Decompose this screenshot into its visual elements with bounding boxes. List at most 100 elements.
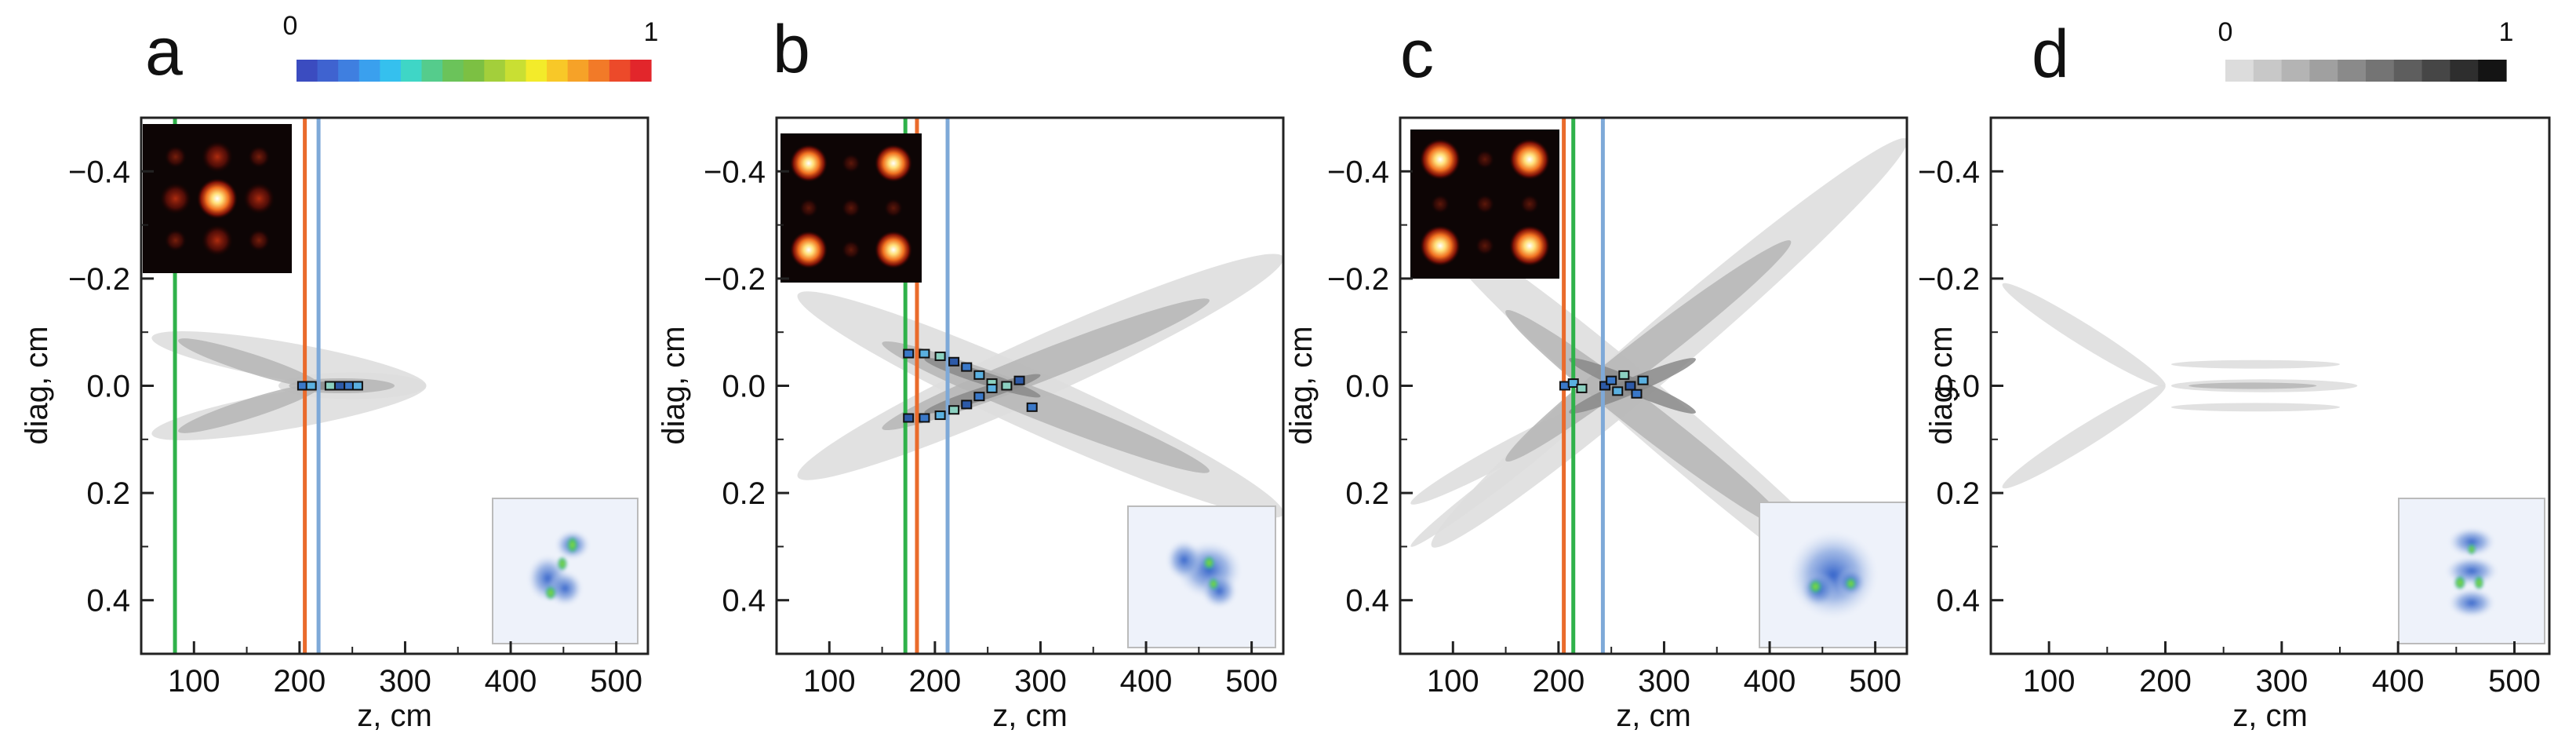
y-tick-label: −0.4 [68, 155, 130, 189]
panel-label-a: a [145, 14, 183, 89]
far-field-spot [202, 140, 233, 173]
focus-markers-b [903, 348, 1038, 423]
gray-swatch [2421, 60, 2450, 82]
x-tick-label: 300 [1638, 664, 1690, 699]
axes-d: 100 200 300 400 500 −0.4 −0.2 0.0 0.2 0.4 z, cm d… [1918, 116, 2551, 733]
gray-swatch [2253, 60, 2283, 82]
speckle-blob [2467, 543, 2476, 556]
jet-swatch [463, 60, 485, 82]
ylabel-d: diag, cm [1924, 326, 1959, 444]
far-field-spot [1475, 236, 1494, 256]
xlabel-a: z, cm [357, 699, 432, 733]
x-tick-label: 400 [1744, 664, 1796, 699]
far-field-spot [164, 229, 187, 252]
far-field-spot [164, 145, 187, 168]
jet-swatch [358, 60, 380, 82]
ticks-b: 100 200 300 400 500 −0.4 −0.2 0.0 0.2 0.4 [704, 155, 1278, 699]
panel-label-c: c [1400, 16, 1434, 92]
contour-band [2002, 283, 2166, 387]
y-tick-label: −0.2 [704, 262, 766, 297]
far-field-spot [842, 240, 860, 260]
intensity-contours-d [2002, 283, 2358, 489]
xlabel-b: z, cm [992, 699, 1068, 733]
focus-marker [961, 400, 973, 410]
y-tick-label: −0.2 [68, 262, 130, 297]
jet-swatch [504, 60, 527, 82]
far-field-spot [248, 145, 271, 168]
focus-marker [948, 405, 960, 415]
x-tick-label: 200 [1533, 664, 1585, 699]
panel-a: a 0 1 100 200 300 400 500 −0.4 −0.2 0.0 0.2 0.4 z… [20, 11, 658, 733]
far-field-spot [790, 231, 828, 269]
xlabel-c: z, cm [1616, 699, 1691, 733]
gray-swatch [2225, 60, 2254, 82]
x-tick-label: 500 [1225, 664, 1278, 699]
ticks-a: 100 200 300 400 500 −0.4 −0.2 0.0 0.2 0.4 [68, 155, 642, 699]
jet-swatch [609, 60, 631, 82]
jet-swatch [338, 60, 360, 82]
y-tick-label: 0.4 [722, 584, 766, 618]
y-tick-label: −0.4 [1327, 155, 1389, 189]
x-tick-label: 100 [1427, 664, 1479, 699]
gray-swatch [2338, 60, 2367, 82]
speckle-blob [2448, 527, 2495, 556]
focus-markers-a [297, 381, 363, 391]
y-tick-label: 0.2 [86, 476, 130, 511]
focus-marker [1631, 389, 1643, 399]
far-field-spot [1475, 150, 1494, 169]
inset-speckle-a [492, 498, 639, 644]
y-tick-label: 0.0 [1345, 370, 1389, 404]
focus-marker [1637, 375, 1649, 385]
contour-band [1410, 418, 1580, 547]
y-tick-label: −0.2 [1327, 262, 1389, 297]
far-field-spot [159, 183, 191, 214]
focus-marker [973, 392, 985, 402]
colorbar-jet: 0 1 [283, 11, 658, 82]
colorbar-gray-min: 0 [2218, 17, 2233, 47]
far-field-spot [884, 199, 903, 217]
panel-label-d: d [2032, 16, 2069, 92]
contour-band [2170, 359, 2340, 369]
speckle-blob [548, 571, 583, 606]
axes-a: 100 200 300 400 500 −0.4 −0.2 0.0 0.2 0.4 z, cm d… [20, 116, 649, 733]
y-tick-label: −0.4 [704, 155, 766, 189]
focus-marker [305, 381, 317, 391]
contour-band [2189, 382, 2317, 389]
y-tick-label: 0.2 [1345, 476, 1389, 511]
ylabel-b: diag, cm [657, 326, 691, 444]
x-tick-label: 500 [2488, 664, 2541, 699]
jet-swatch [567, 60, 589, 82]
speckle-blob [1166, 540, 1202, 580]
far-field-spot [799, 199, 818, 217]
focus-marker [948, 356, 960, 367]
colorbar-jet-min: 0 [283, 11, 298, 41]
focus-marker [1567, 378, 1579, 389]
far-field-spot [842, 199, 860, 217]
jet-swatch [484, 60, 506, 82]
x-tick-label: 400 [1120, 664, 1173, 699]
focus-marker [934, 410, 946, 421]
focus-marker [351, 381, 363, 391]
ticks-d: 100 200 300 400 500 −0.4 −0.2 0.0 0.2 0.4 [1918, 155, 2541, 699]
x-tick-label: 400 [485, 664, 537, 699]
focus-marker [934, 351, 946, 361]
jet-swatch [400, 60, 423, 82]
speckle-blob [1808, 579, 1822, 594]
inset-far-field-b [780, 133, 922, 283]
focus-marker [324, 381, 336, 391]
focus-markers-c [1559, 370, 1649, 399]
far-field-spot [1509, 139, 1550, 180]
far-field-spot [875, 144, 912, 182]
far-field-spot [1509, 225, 1550, 267]
x-tick-label: 500 [1849, 664, 1901, 699]
x-tick-label: 500 [590, 664, 642, 699]
y-tick-label: −0.2 [1918, 262, 1980, 297]
speckle-blob [566, 536, 579, 554]
far-field-spot [248, 229, 271, 252]
inset-speckle-c [1759, 502, 1908, 648]
speckle-blob [1202, 556, 1215, 570]
jet-swatch [421, 60, 443, 82]
speckle-blob [2448, 588, 2495, 618]
far-field-spot [1420, 139, 1461, 180]
